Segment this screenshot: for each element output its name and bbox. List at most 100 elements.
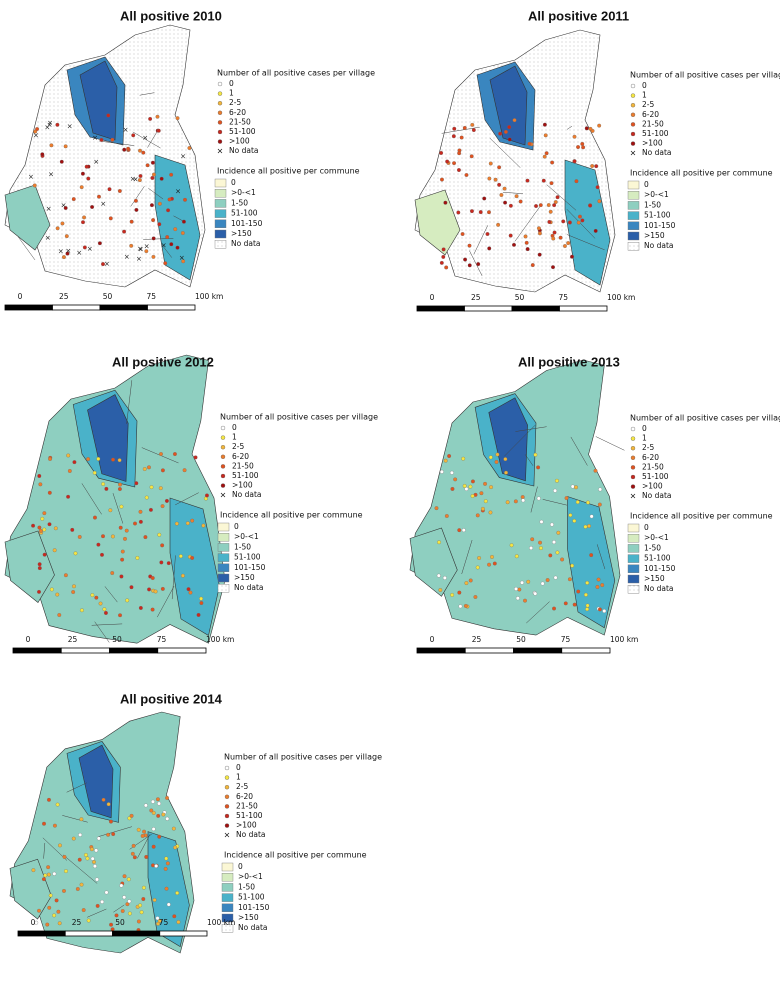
legend-swatch [627, 201, 640, 210]
village-dot [536, 465, 541, 470]
village-dot [101, 797, 106, 802]
village-dot [468, 578, 473, 583]
commune-boundary [137, 834, 151, 859]
village-dot [37, 474, 42, 478]
village-dot [139, 910, 144, 915]
scale-label: 75 [157, 635, 167, 644]
village-dot [545, 578, 550, 583]
village-dot [140, 834, 145, 838]
village-dot [188, 590, 193, 595]
village-dot [553, 488, 558, 493]
village-dot [134, 207, 139, 212]
village-dot [45, 922, 50, 927]
legend-symbol [630, 455, 636, 460]
commune-boundary [98, 826, 133, 837]
legend-item: 0 [232, 423, 237, 432]
village-dot [585, 580, 590, 585]
legend-item: >150 [234, 573, 255, 582]
village-dot [110, 571, 115, 575]
legend-item: No data [234, 583, 263, 592]
commune-boundary [62, 854, 98, 884]
village-dot [156, 921, 160, 926]
village-dot [92, 860, 96, 865]
village-dot [161, 812, 166, 817]
legend-title: Incidence all positive per commune [630, 512, 773, 521]
village-dot [583, 524, 588, 529]
commune-boundary [43, 842, 46, 859]
village-dot [42, 527, 47, 532]
village-dot [148, 507, 153, 512]
village-dot [439, 151, 444, 155]
village-dot [470, 122, 475, 127]
legend-item: No data [231, 239, 260, 248]
legend-title: Incidence all positive per commune [220, 511, 363, 520]
village-dot [141, 897, 146, 901]
village-dot [55, 802, 60, 807]
village-dot [138, 174, 143, 178]
village-dot [111, 832, 116, 836]
village-dot [110, 927, 115, 932]
scale-label: 0 [31, 918, 36, 927]
village-dot [585, 607, 590, 612]
village-dot [562, 244, 567, 249]
village-dot [85, 856, 90, 861]
village-dot [464, 173, 469, 177]
village-nodata: × [44, 124, 50, 132]
map-panel [4, 354, 226, 644]
village-dot [138, 903, 143, 908]
village-dot [49, 587, 54, 592]
legend-symbol [630, 484, 636, 489]
commune-region [4, 530, 55, 603]
legend-symbol [217, 139, 223, 144]
village-dot [120, 549, 125, 554]
commune-boundary [489, 137, 521, 168]
legend-item: >100 [642, 482, 663, 491]
scale-segment [109, 647, 159, 654]
village-dot [109, 819, 113, 824]
village-dot [552, 230, 557, 235]
legend-item: 1 [236, 773, 241, 782]
village-nodata: × [161, 241, 167, 249]
village-dot [81, 908, 86, 913]
legend-swatch [627, 190, 640, 200]
village-dot [67, 469, 72, 473]
village-dot [166, 902, 171, 907]
village-dot [589, 514, 594, 519]
village-dot [595, 585, 600, 589]
commune-boundary [112, 493, 124, 524]
village-dot [564, 496, 569, 501]
village-dot [440, 177, 444, 182]
village-nodata: × [93, 158, 99, 166]
village-dot [452, 161, 457, 166]
village-dot [31, 868, 36, 873]
village-dot [434, 506, 439, 511]
legend-item: 51-100 [229, 127, 256, 136]
village-dot [160, 586, 165, 591]
commune-boundary [524, 454, 534, 466]
legend-symbol [217, 81, 223, 87]
legend-symbol: × [220, 491, 227, 500]
village-dot [178, 554, 183, 559]
legend-symbol [217, 120, 223, 125]
commune-boundary [566, 125, 573, 130]
commune-boundary [62, 815, 88, 823]
village-dot [150, 160, 155, 165]
village-dot [143, 803, 148, 808]
village-dot [156, 128, 161, 133]
village-dot [135, 555, 140, 560]
village-dot [183, 197, 187, 202]
commune-region [414, 189, 461, 256]
legend-swatch [221, 913, 234, 923]
village-dot [508, 203, 513, 208]
village-dot [160, 468, 165, 473]
village-dot [166, 561, 171, 566]
village-dot [507, 125, 512, 130]
legend-item: 0 [236, 763, 241, 772]
legend-swatch [214, 178, 227, 188]
legend-item: 2-5 [642, 443, 654, 452]
legend-item: 6-20 [232, 452, 249, 461]
map-panel [414, 29, 616, 293]
village-dot [99, 137, 104, 142]
village-dot [518, 199, 523, 204]
village-dot [512, 242, 516, 247]
